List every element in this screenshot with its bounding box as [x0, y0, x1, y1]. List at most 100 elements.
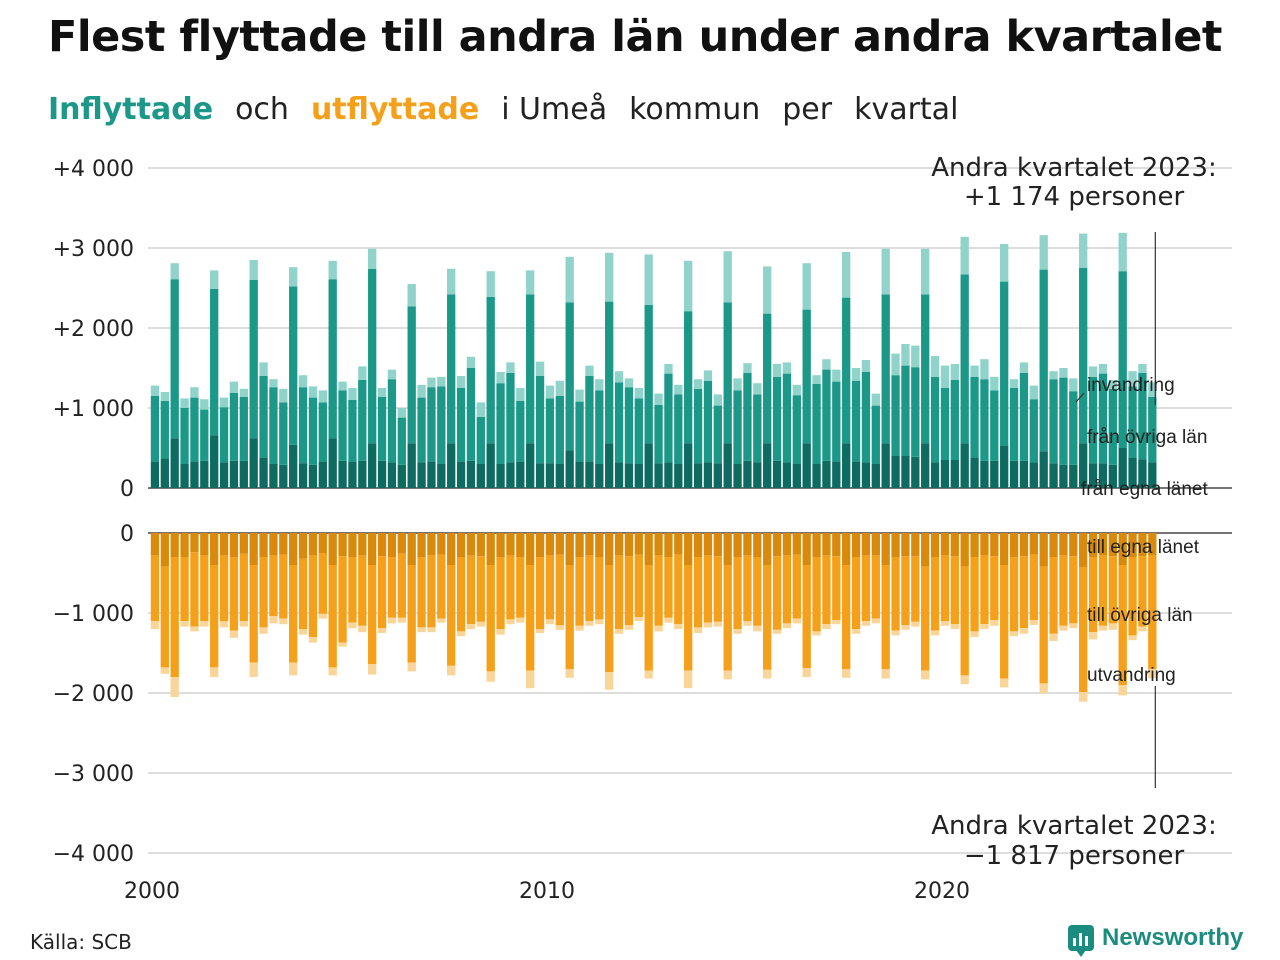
bar-in-invandring: [565, 256, 574, 303]
bar-in-ovriga-lan: [861, 372, 871, 463]
bar-in-ovriga-lan: [476, 416, 485, 464]
bar-in-invandring: [674, 384, 683, 395]
bar-in-invandring: [387, 369, 397, 380]
bar-in-egna-lanet: [733, 464, 742, 488]
bar-out-egna-lanet: [595, 533, 604, 557]
bar-out-egna-lanet: [1069, 533, 1078, 557]
bar-in-egna-lanet: [150, 461, 160, 488]
bar-in-invandring: [832, 369, 841, 382]
bar-out-ovriga-lan: [219, 555, 229, 621]
bar-in-invandring: [170, 263, 179, 280]
bar-in-ovriga-lan: [723, 302, 732, 444]
bar-in-ovriga-lan: [763, 313, 772, 444]
bar-out-utvandring: [427, 627, 436, 633]
bar-out-utvandring: [476, 621, 485, 627]
bar-out-ovriga-lan: [150, 555, 160, 621]
bar-in-egna-lanet: [871, 464, 880, 488]
bar-in-egna-lanet: [377, 460, 387, 488]
bar-out-utvandring: [249, 662, 258, 677]
bar-out-egna-lanet: [772, 533, 782, 557]
bar-in-invandring: [269, 379, 278, 388]
bar-in-egna-lanet: [466, 460, 476, 488]
bar-out-ovriga-lan: [1039, 566, 1048, 684]
bar-out-egna-lanet: [298, 533, 308, 559]
bar-in-invandring: [1019, 362, 1029, 373]
bar-out-egna-lanet: [851, 533, 861, 557]
bar-out-ovriga-lan: [535, 557, 545, 629]
series-label-in: från övriga län: [1087, 427, 1207, 448]
bar-out-ovriga-lan: [239, 553, 248, 621]
bar-out-ovriga-lan: [980, 555, 989, 625]
bar-out-ovriga-lan: [190, 552, 199, 627]
bar-out-ovriga-lan: [555, 554, 564, 625]
bar-out-ovriga-lan: [950, 556, 959, 625]
bar-in-egna-lanet: [338, 460, 347, 488]
bar-out-utvandring: [763, 669, 772, 679]
bar-out-egna-lanet: [940, 533, 950, 556]
bar-in-ovriga-lan: [812, 384, 821, 464]
bar-in-ovriga-lan: [506, 372, 515, 463]
bar-in-ovriga-lan: [1088, 376, 1098, 464]
bar-in-invandring: [980, 359, 989, 380]
bar-out-ovriga-lan: [654, 555, 663, 626]
subtitle-utflyttade: utflyttade: [310, 92, 480, 127]
bar-out-utvandring: [851, 629, 861, 634]
brand-name: Newsworthy: [1102, 924, 1244, 951]
bar-out-utvandring: [348, 622, 357, 629]
y-tick-label-bottom: −1 000: [53, 602, 134, 627]
bar-out-egna-lanet: [684, 533, 693, 565]
bar-out-egna-lanet: [822, 533, 831, 556]
bar-out-ovriga-lan: [417, 557, 426, 628]
bar-out-utvandring: [328, 667, 337, 676]
bar-out-ovriga-lan: [1128, 557, 1137, 636]
bar-in-egna-lanet: [842, 443, 851, 488]
bar-in-ovriga-lan: [1049, 379, 1058, 464]
bar-out-utvandring: [713, 621, 722, 627]
bar-in-invandring: [782, 362, 792, 374]
y-tick-label-top: +1 000: [53, 397, 134, 422]
bar-in-ovriga-lan: [190, 397, 199, 462]
bar-in-ovriga-lan: [377, 396, 387, 461]
bar-out-egna-lanet: [279, 533, 288, 555]
bar-out-utvandring: [782, 623, 792, 629]
bar-in-ovriga-lan: [664, 373, 673, 463]
bar-in-invandring: [1029, 385, 1038, 400]
bar-out-ovriga-lan: [466, 555, 476, 625]
bar-out-ovriga-lan: [1088, 557, 1098, 633]
bar-in-invandring: [871, 393, 880, 406]
bar-out-ovriga-lan: [743, 555, 752, 621]
bar-out-utvandring: [200, 621, 209, 627]
bar-in-ovriga-lan: [466, 368, 476, 461]
bar-out-ovriga-lan: [1029, 554, 1038, 621]
bar-in-ovriga-lan: [348, 400, 357, 462]
bar-in-egna-lanet: [911, 456, 920, 488]
bar-in-ovriga-lan: [318, 402, 327, 462]
bar-in-ovriga-lan: [555, 396, 564, 464]
bar-in-ovriga-lan: [447, 294, 456, 444]
bar-in-invandring: [891, 353, 900, 376]
bar-out-egna-lanet: [338, 533, 347, 557]
bar-out-utvandring: [466, 624, 476, 629]
bar-out-ovriga-lan: [881, 565, 890, 669]
bar-in-ovriga-lan: [1108, 388, 1117, 465]
bar-in-invandring: [496, 372, 505, 384]
bar-out-utvandring: [180, 621, 189, 627]
x-tick-label: 2010: [519, 879, 575, 904]
bar-out-ovriga-lan: [861, 555, 871, 621]
bar-in-invandring: [279, 388, 288, 403]
bar-in-egna-lanet: [229, 460, 239, 488]
bar-in-ovriga-lan: [397, 417, 406, 465]
bar-out-utvandring: [881, 669, 890, 679]
bar-out-utvandring: [456, 631, 466, 637]
bar-in-invandring: [713, 394, 722, 406]
bar-out-utvandring: [486, 671, 495, 682]
invandring-leader-line: [1075, 392, 1085, 403]
bar-in-egna-lanet: [219, 462, 229, 488]
bar-out-ovriga-lan: [960, 566, 969, 676]
bar-out-utvandring: [1009, 631, 1019, 637]
bar-in-egna-lanet: [526, 443, 535, 488]
bar-out-utvandring: [842, 669, 851, 678]
bar-out-ovriga-lan: [308, 555, 318, 637]
bar-out-ovriga-lan: [348, 557, 357, 623]
bar-in-ovriga-lan: [772, 376, 782, 461]
